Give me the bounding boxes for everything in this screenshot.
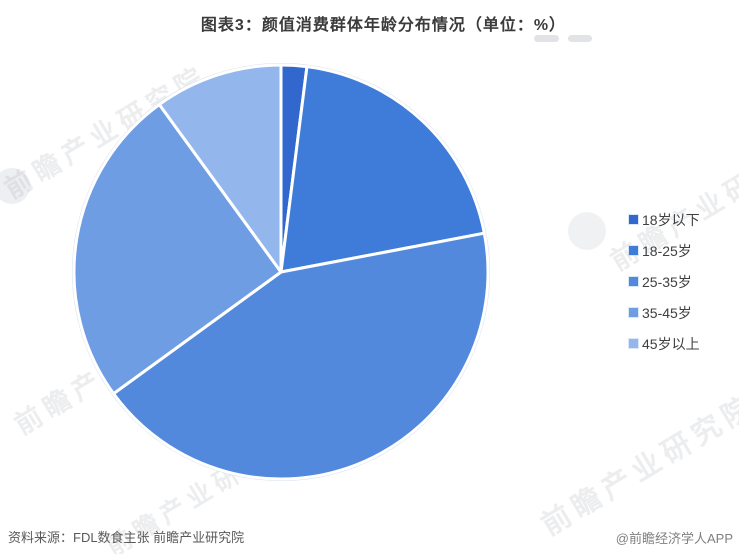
chart-title: 图表3：颜值消费群体年龄分布情况（单位：%） (200, 17, 567, 34)
watermark-fragment (534, 35, 559, 42)
legend-item-35-45岁: 35-45岁 (629, 297, 700, 328)
source-note: 资料来源：FDL数食主张 前瞻产业研究院 (8, 530, 245, 545)
legend-item-25-35岁: 25-35岁 (629, 266, 700, 297)
legend-label: 18岁以下 (642, 211, 700, 228)
legend-swatch (629, 339, 638, 348)
legend-swatch (629, 308, 638, 317)
legend-label: 45岁以上 (642, 335, 700, 352)
watermark-logo-icon (0, 168, 30, 204)
legend-swatch (629, 215, 638, 224)
legend-item-45岁以上: 45岁以上 (629, 328, 700, 359)
pie-svg (72, 63, 490, 481)
watermark-logo-icon (568, 212, 606, 250)
pie-slice-35-45岁 (72, 103, 283, 396)
brand-credit: @前瞻经济学人APP (615, 531, 733, 546)
legend-swatch (629, 277, 638, 286)
pie-slice-45岁以上 (157, 63, 283, 274)
pie-chart (61, 52, 501, 492)
watermark-fragment (568, 35, 592, 42)
legend-item-18-25岁: 18-25岁 (629, 235, 700, 266)
legend-label: 18-25岁 (642, 242, 692, 259)
legend-item-18岁以下: 18岁以下 (629, 204, 700, 235)
legend-swatch (629, 246, 638, 255)
pie-slice-25-35岁 (112, 231, 490, 481)
pie-slice-18-25岁 (279, 65, 486, 274)
watermark-text: 前瞻产业研究院 (536, 388, 739, 543)
legend-label: 25-35岁 (642, 273, 692, 290)
legend-label: 35-45岁 (642, 304, 692, 321)
legend: 18岁以下 18-25岁 25-35岁 35-45岁 45岁以上 (629, 204, 700, 359)
